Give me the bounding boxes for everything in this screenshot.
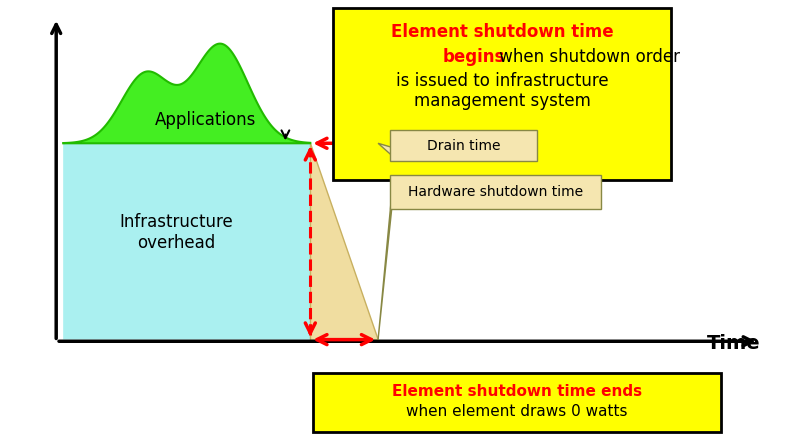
Polygon shape [63, 143, 370, 340]
FancyBboxPatch shape [390, 175, 602, 209]
Text: when shutdown order: when shutdown order [494, 48, 680, 66]
Text: Drain time: Drain time [426, 139, 500, 153]
Text: management system: management system [414, 92, 590, 110]
Text: Hardware shutdown time: Hardware shutdown time [408, 185, 583, 199]
Text: Time: Time [707, 334, 761, 353]
Polygon shape [378, 191, 392, 340]
Text: Element shutdown time: Element shutdown time [391, 23, 614, 41]
Polygon shape [378, 143, 392, 156]
Text: Applications: Applications [155, 111, 256, 129]
Polygon shape [63, 44, 310, 143]
FancyBboxPatch shape [314, 373, 721, 432]
FancyBboxPatch shape [390, 130, 537, 161]
Text: Element shutdown time ends: Element shutdown time ends [391, 384, 642, 399]
Polygon shape [310, 143, 378, 340]
Text: is issued to infrastructure: is issued to infrastructure [396, 72, 609, 89]
Text: when element draws 0 watts: when element draws 0 watts [406, 404, 627, 419]
Text: begins: begins [442, 48, 505, 66]
Text: Infrastructure
overhead: Infrastructure overhead [119, 213, 233, 252]
FancyBboxPatch shape [334, 8, 671, 180]
